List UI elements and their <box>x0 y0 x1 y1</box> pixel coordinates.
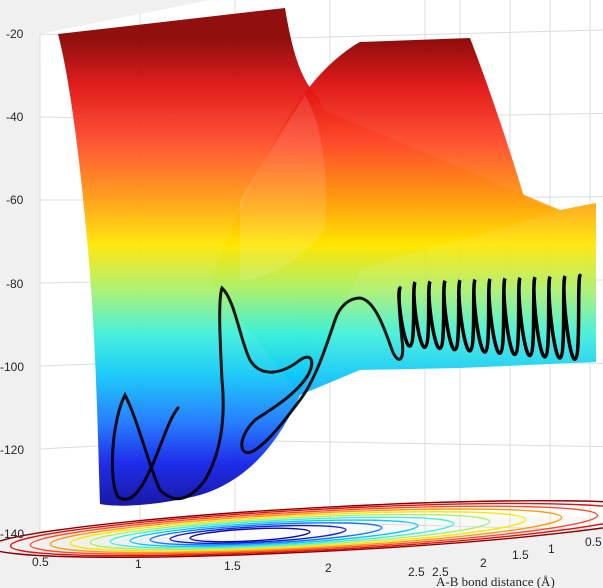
contour-level <box>129 519 419 548</box>
contour-level <box>149 522 383 546</box>
y-tick-label: 1 <box>548 542 555 556</box>
x-tick-label: 0.5 <box>32 555 49 569</box>
z-tick-label: -120 <box>0 443 24 457</box>
y-tick-label: 2.5 <box>432 565 449 579</box>
contour-level <box>69 511 527 552</box>
energy-surface <box>58 8 596 506</box>
contour-level <box>109 516 455 549</box>
z-tick-label: -140 <box>0 527 24 541</box>
z-tick-label: -100 <box>0 360 24 374</box>
trajectory-line <box>110 285 405 501</box>
x-axis-label: A-B bond distance (Å) <box>436 574 555 588</box>
z-axis: -20 -40 -60 -80 -100 -120 -140 <box>0 27 24 541</box>
contour-level <box>9 502 603 557</box>
surface-left-wall <box>58 8 360 506</box>
y-axis: 2.5 2 1.5 1 0.5 <box>432 535 602 579</box>
x-tick-label: 1.5 <box>224 559 241 573</box>
trajectory-oscillations <box>397 273 582 361</box>
trajectory-oscillation-path <box>397 273 582 361</box>
x-tick-label: 2.5 <box>408 565 425 579</box>
trajectory-series <box>110 273 582 501</box>
x-tick-label: 1 <box>135 557 142 571</box>
contour-level <box>89 513 491 551</box>
y-tick-label: 2 <box>480 556 487 570</box>
y-tick-label: 1.5 <box>512 548 529 562</box>
y-tick-label: 0.5 <box>585 535 602 549</box>
contour-level <box>49 508 563 554</box>
floor-contour-plot <box>0 500 603 558</box>
contour-level <box>29 505 599 555</box>
z-tick-label: -20 <box>6 27 24 41</box>
x-axis: 0.5 1 1.5 2 2.5 <box>32 555 425 579</box>
surface-shading <box>240 95 327 280</box>
contour-level <box>0 500 603 558</box>
z-tick-label: -60 <box>6 193 24 207</box>
z-tick-label: -80 <box>6 277 24 291</box>
contour-level <box>189 527 311 543</box>
x-tick-label: 2 <box>325 561 332 575</box>
contour-level <box>169 524 347 544</box>
z-tick-label: -40 <box>6 110 24 124</box>
